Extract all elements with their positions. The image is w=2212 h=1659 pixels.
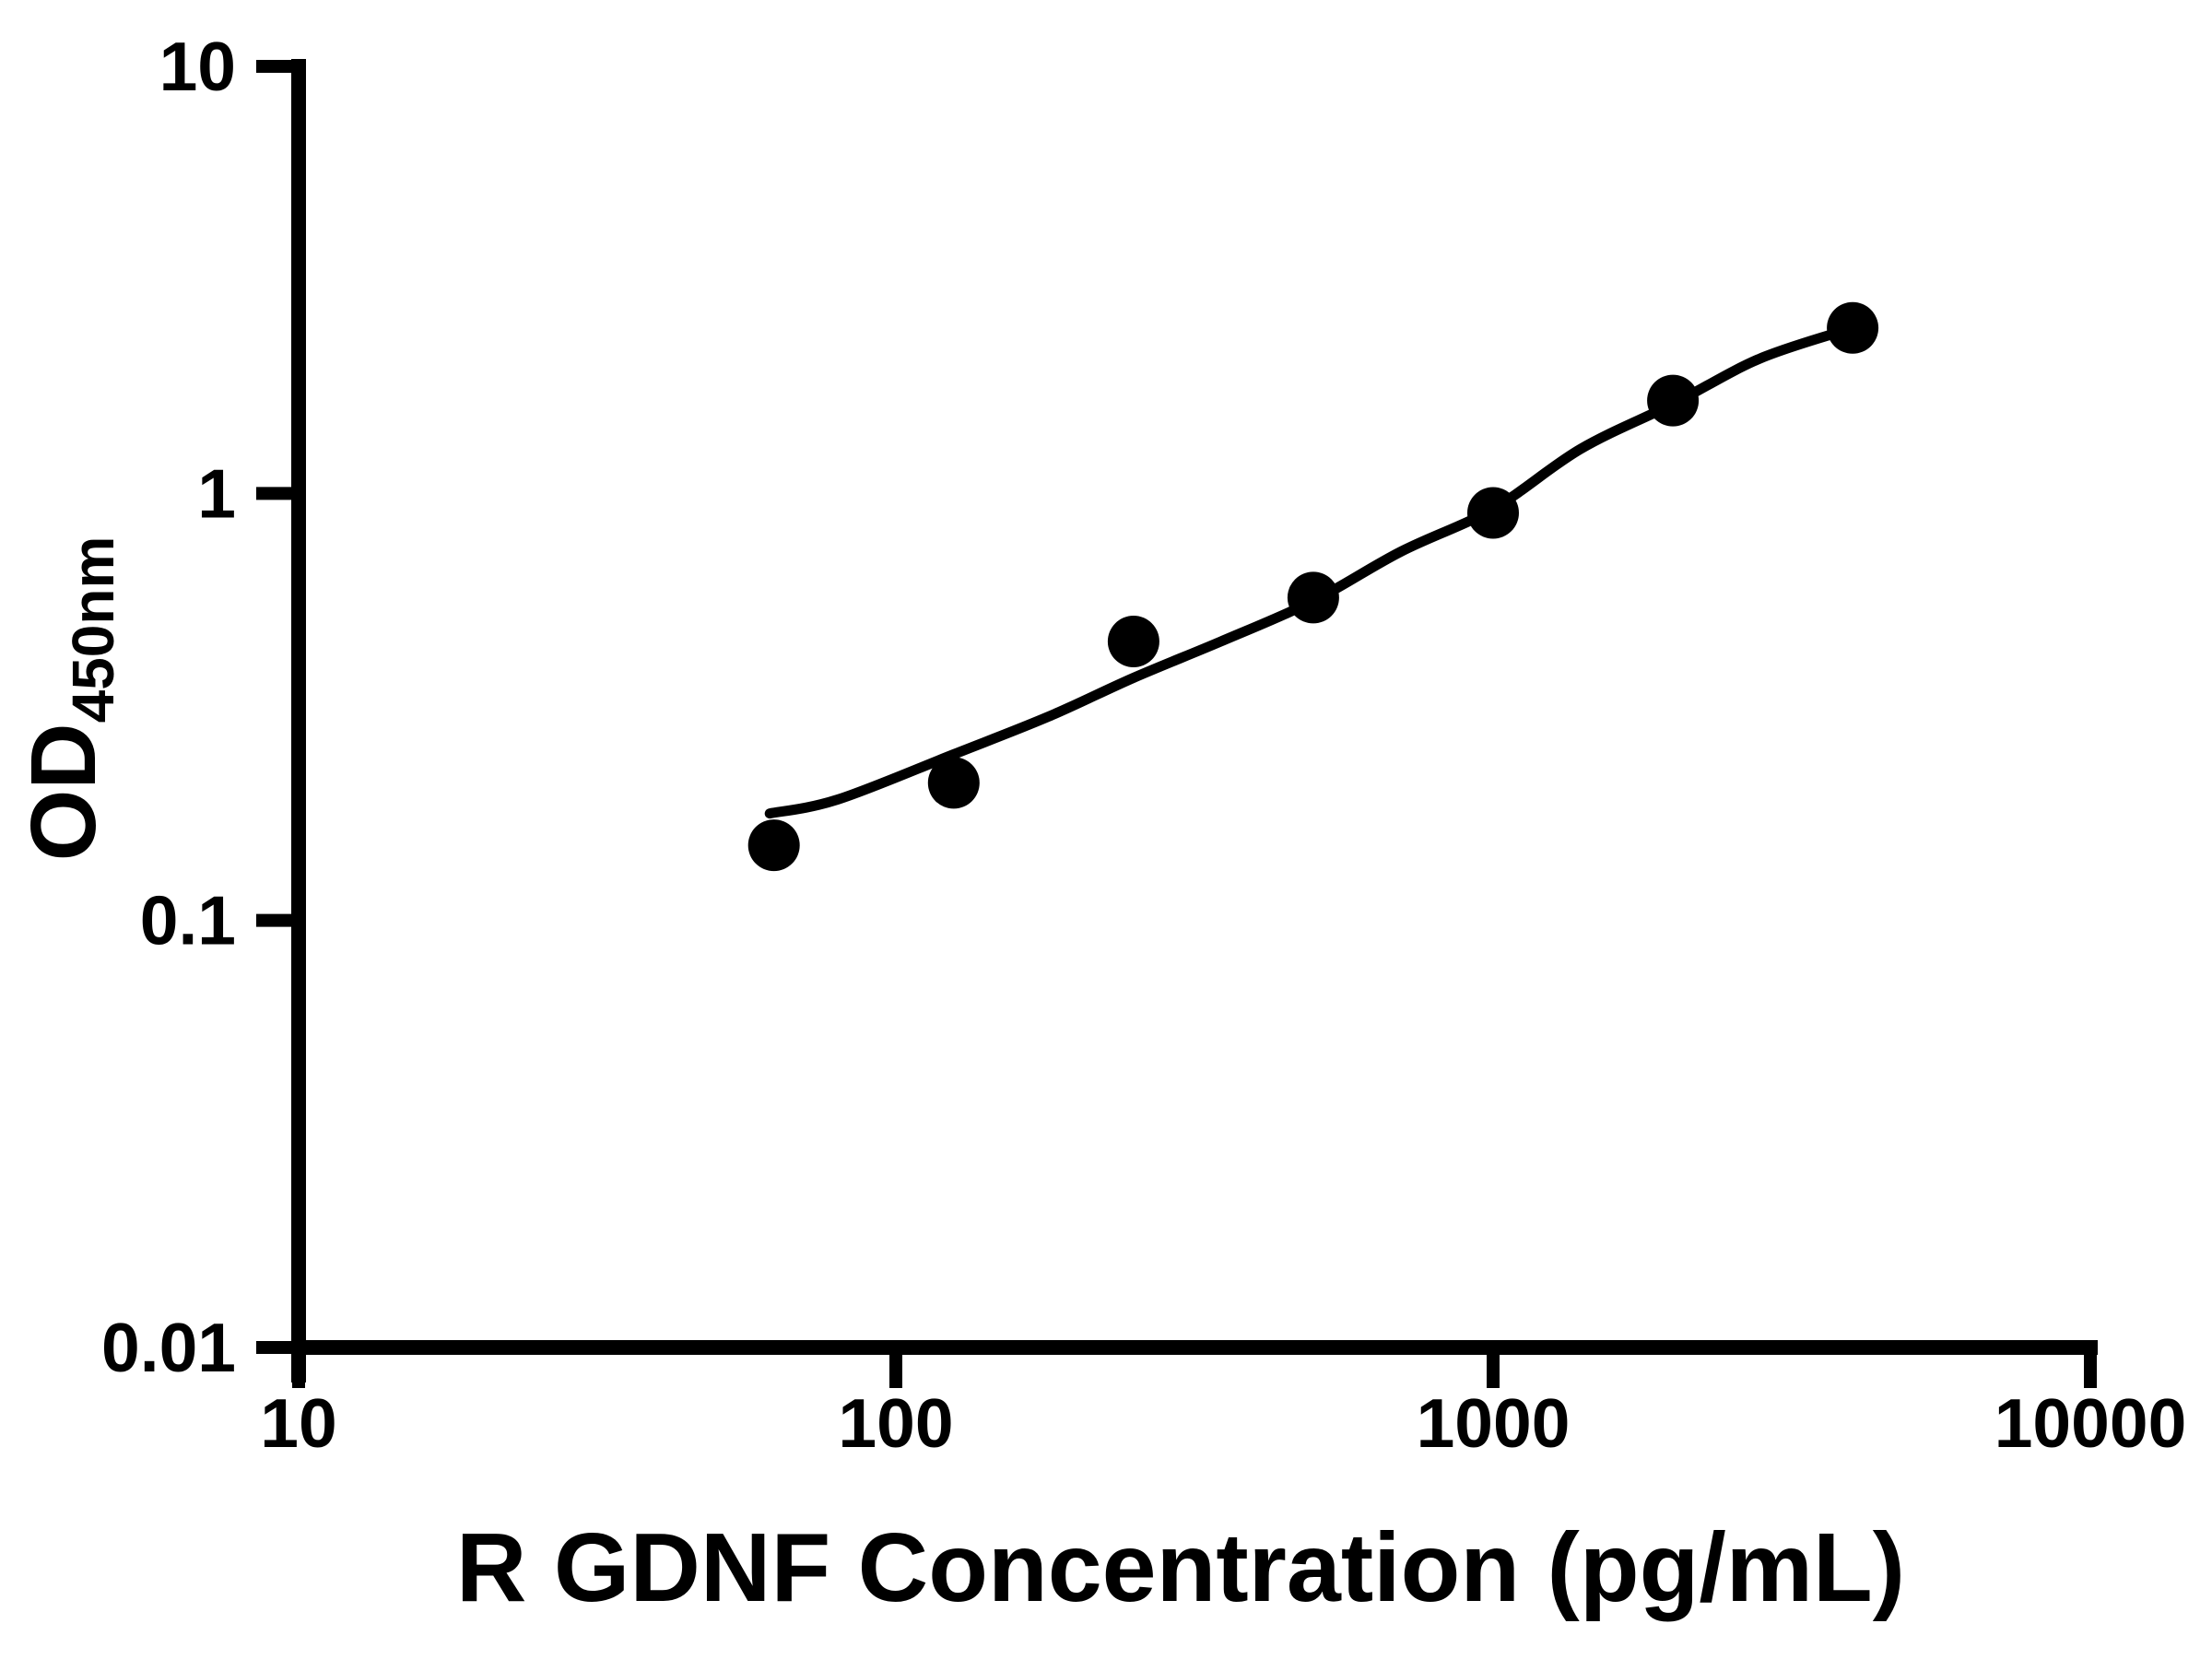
- y-axis-title-subscript: 450nm: [60, 536, 126, 724]
- x-tick-label-10000: 10000: [1994, 1384, 2187, 1462]
- y-axis-title-main: OD: [12, 723, 115, 861]
- y-tick-label-1: 1: [197, 454, 236, 532]
- x-tick-label-10: 10: [260, 1384, 336, 1462]
- data-point-62.5: [747, 819, 800, 872]
- x-axis-title: R GDNF Concentration (pg/mL): [456, 1513, 1905, 1622]
- axis-tick-labels: 10 100 1000 10000 10 1 0.1 0.01: [101, 28, 2186, 1462]
- data-point-1000: [1467, 487, 1519, 539]
- x-tick-label-1000: 1000: [1417, 1384, 1571, 1462]
- y-tick-label-0.01: 0.01: [101, 1309, 236, 1386]
- y-tick-label-10: 10: [159, 28, 236, 105]
- data-points-group: [747, 301, 1879, 872]
- axes: [291, 59, 2098, 1382]
- y-axis-title: OD450nm: [12, 536, 126, 862]
- data-point-4000: [1827, 301, 1879, 354]
- x-tick-label-100: 100: [838, 1384, 953, 1462]
- data-point-500: [1287, 571, 1339, 624]
- data-point-250: [1107, 616, 1159, 667]
- axis-ticks: [256, 60, 2097, 1388]
- data-point-2000: [1647, 374, 1700, 427]
- y-tick-label-0.1: 0.1: [140, 882, 236, 959]
- data-point-125: [927, 757, 980, 809]
